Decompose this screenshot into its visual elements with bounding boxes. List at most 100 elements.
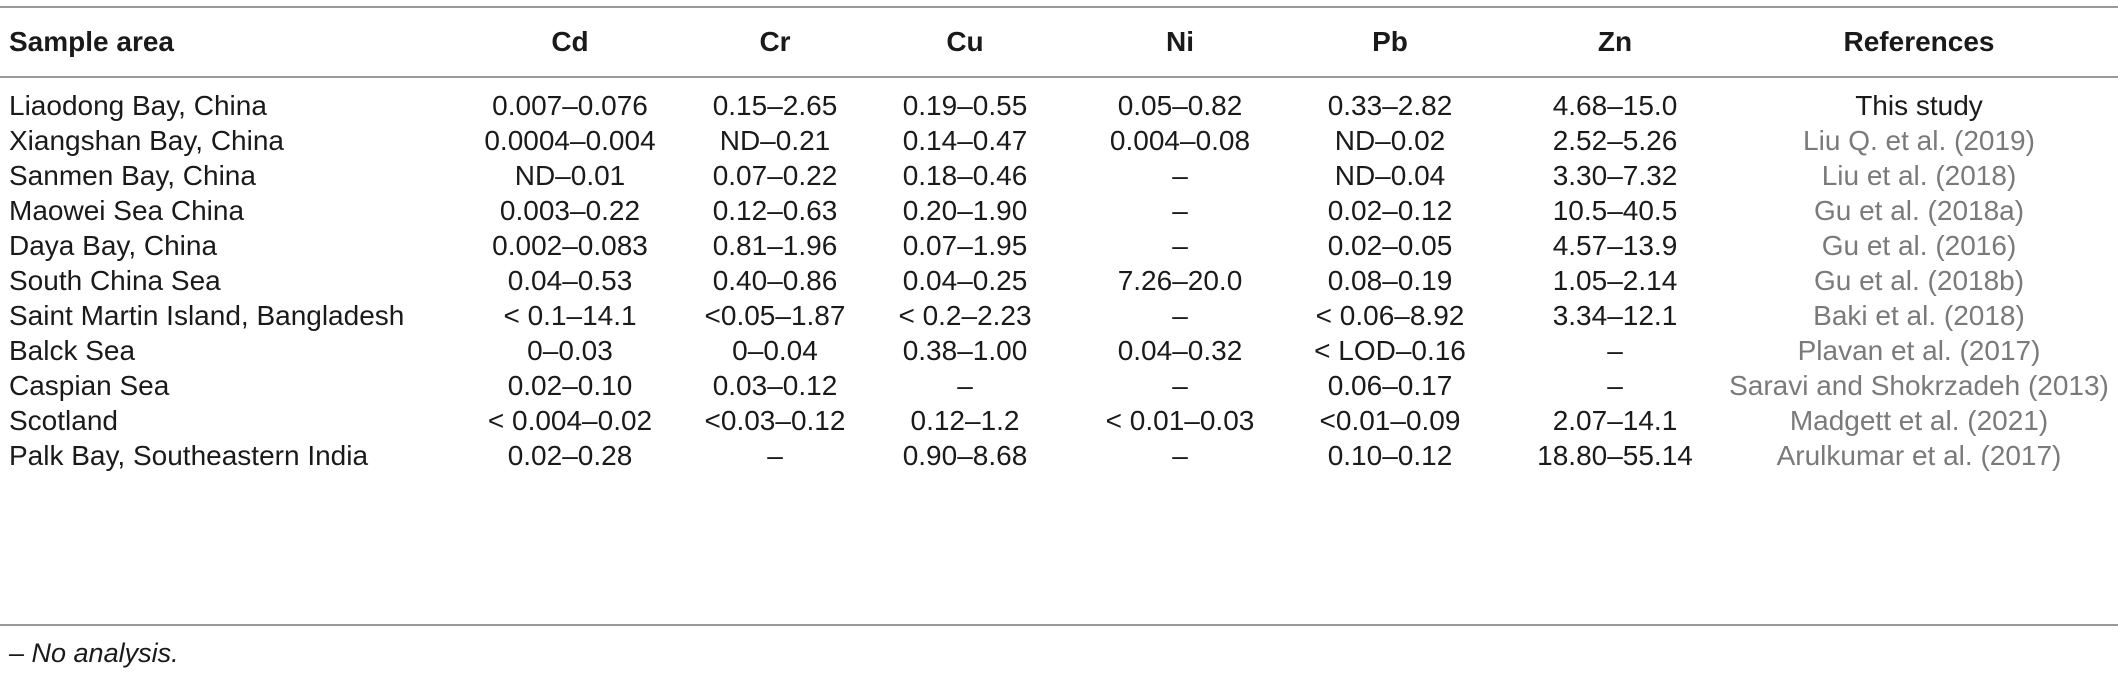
cell-pb: < 0.06–8.92 — [1315, 300, 1465, 331]
cell-cr: 0.40–0.86 — [712, 265, 838, 296]
cell-sample-area: Liaodong Bay, China — [9, 90, 267, 121]
header-references: References — [1843, 26, 1995, 57]
reference-link[interactable]: Liu Q. et al. (2019) — [1803, 125, 2035, 156]
cell-sample-area: Sanmen Bay, China — [9, 160, 256, 191]
table-row: Saint Martin Island, Bangladesh < 0.1–14.… — [0, 292, 2118, 339]
cell-cd: 0.0004–0.004 — [484, 125, 656, 156]
table-header-row: Sample area Cd Cr Cu Ni Pb Zn References — [0, 18, 2118, 65]
cell-zn: – — [1607, 335, 1623, 366]
reference-link[interactable]: Gu et al. (2018b) — [1813, 265, 2025, 296]
header-ni: Ni — [1166, 26, 1194, 57]
cell-zn: 4.68–15.0 — [1552, 90, 1678, 121]
cell-cr: 0.12–0.63 — [712, 195, 838, 226]
cell-cu: 0.14–0.47 — [902, 125, 1028, 156]
reference-link[interactable]: Gu et al. (2018a) — [1813, 195, 2025, 226]
cell-cu: < 0.2–2.23 — [898, 300, 1032, 331]
cell-ni: 7.26–20.0 — [1117, 265, 1243, 296]
cell-zn: 2.52–5.26 — [1552, 125, 1678, 156]
cell-cr: <0.05–1.87 — [704, 300, 846, 331]
header-cd: Cd — [551, 26, 589, 57]
header-sample-area: Sample area — [9, 26, 174, 57]
cell-zn: 1.05–2.14 — [1552, 265, 1678, 296]
reference-link[interactable]: Liu et al. (2018) — [1821, 160, 2017, 191]
cell-ni: – — [1172, 370, 1188, 401]
table-row: South China Sea 0.04–0.53 0.40–0.86 0.04–0.… — [0, 257, 2118, 304]
cell-sample-area: Palk Bay, Southeastern India — [9, 440, 369, 471]
cell-cu: 0.12–1.2 — [910, 405, 1020, 436]
cell-cr: – — [767, 440, 783, 471]
table-row: Maowei Sea China 0.003–0.22 0.12–0.63 0.20–… — [0, 187, 2118, 234]
cell-zn: 10.5–40.5 — [1552, 195, 1678, 226]
table-row: Scotland < 0.004–0.02 <0.03–0.12 0.12–1.2 < … — [0, 397, 2118, 444]
header-cu: Cu — [946, 26, 984, 57]
cell-zn: 18.80–55.14 — [1537, 440, 1693, 471]
cell-cr: 0.15–2.65 — [712, 90, 838, 121]
cell-pb: 0.06–0.17 — [1327, 370, 1453, 401]
table-row: Balck Sea 0–0.03 0–0.04 0.38–1.00 0.04–0.32 <… — [0, 327, 2118, 374]
cell-cd: 0.02–0.28 — [507, 440, 633, 471]
table-row: Liaodong Bay, China 0.007–0.076 0.15–2.65 0… — [0, 82, 2118, 129]
cell-cu: – — [957, 370, 973, 401]
cell-ni: – — [1172, 440, 1188, 471]
cell-cr: <0.03–0.12 — [704, 405, 846, 436]
reference-link[interactable]: Baki et al. (2018) — [1813, 300, 2025, 331]
cell-cd: 0–0.03 — [527, 335, 613, 366]
cell-pb: 0.02–0.05 — [1327, 230, 1453, 261]
reference-link[interactable]: Madgett et al. (2021) — [1789, 405, 2049, 436]
cell-sample-area: Xiangshan Bay, China — [9, 125, 284, 156]
cell-cu: 0.20–1.90 — [902, 195, 1028, 226]
cell-ni: 0.04–0.32 — [1117, 335, 1243, 366]
cell-sample-area: Scotland — [9, 405, 118, 436]
cell-ni: 0.004–0.08 — [1109, 125, 1251, 156]
cell-zn: – — [1607, 370, 1623, 401]
cell-zn: 4.57–13.9 — [1552, 230, 1678, 261]
cell-cr: 0.03–0.12 — [712, 370, 838, 401]
cell-cu: 0.38–1.00 — [902, 335, 1028, 366]
cell-cr: 0.81–1.96 — [712, 230, 838, 261]
cell-cu: 0.07–1.95 — [902, 230, 1028, 261]
cell-ni: < 0.01–0.03 — [1105, 405, 1255, 436]
reference-link[interactable]: Saravi and Shokrzadeh (2013) — [1729, 370, 2109, 401]
cell-sample-area: Caspian Sea — [9, 370, 170, 401]
table-row: Sanmen Bay, China ND–0.01 0.07–0.22 0.18–0.… — [0, 152, 2118, 199]
cell-pb: < LOD–0.16 — [1314, 335, 1466, 366]
cell-cr: ND–0.21 — [719, 125, 831, 156]
cell-ni: – — [1172, 160, 1188, 191]
cell-ni: – — [1172, 195, 1188, 226]
cell-ni: 0.05–0.82 — [1117, 90, 1243, 121]
cell-cu: 0.90–8.68 — [902, 440, 1028, 471]
cell-zn: 3.30–7.32 — [1552, 160, 1678, 191]
cell-sample-area: Balck Sea — [9, 335, 136, 366]
table-row: Daya Bay, China 0.002–0.083 0.81–1.96 0.07–… — [0, 222, 2118, 269]
cell-cd: 0.002–0.083 — [492, 230, 648, 261]
cell-zn: 3.34–12.1 — [1552, 300, 1678, 331]
cell-cu: 0.04–0.25 — [902, 265, 1028, 296]
cell-sample-area: Daya Bay, China — [9, 230, 218, 261]
cell-cd: ND–0.01 — [514, 160, 626, 191]
cell-pb: 0.10–0.12 — [1327, 440, 1453, 471]
table-bottom-rule — [0, 624, 2118, 626]
cell-cd: < 0.1–14.1 — [503, 300, 637, 331]
reference-link[interactable]: Arulkumar et al. (2017) — [1776, 440, 2062, 471]
reference-link[interactable]: Gu et al. (2016) — [1821, 230, 2017, 261]
table-row: Palk Bay, Southeastern India 0.02–0.28 – 0.… — [0, 432, 2118, 479]
cell-cd: 0.04–0.53 — [507, 265, 633, 296]
cell-cd: < 0.004–0.02 — [487, 405, 653, 436]
cell-pb: ND–0.02 — [1334, 125, 1446, 156]
cell-ni: – — [1172, 230, 1188, 261]
cell-sample-area: Maowei Sea China — [9, 195, 245, 226]
cell-cu: 0.18–0.46 — [902, 160, 1028, 191]
header-cr: Cr — [759, 26, 791, 57]
cell-pb: <0.01–0.09 — [1319, 405, 1461, 436]
header-pb: Pb — [1372, 26, 1408, 57]
cell-cr: 0.07–0.22 — [712, 160, 838, 191]
table-row: Xiangshan Bay, China 0.0004–0.004 ND–0.21 0… — [0, 117, 2118, 164]
cell-cu: 0.19–0.55 — [902, 90, 1028, 121]
reference-link[interactable]: Plavan et al. (2017) — [1797, 335, 2041, 366]
cell-pb: 0.33–2.82 — [1327, 90, 1453, 121]
table-top-rule — [0, 6, 2118, 8]
cell-ni: – — [1172, 300, 1188, 331]
table-header-rule — [0, 76, 2118, 78]
cell-pb: ND–0.04 — [1334, 160, 1446, 191]
table-row: Caspian Sea 0.02–0.10 0.03–0.12 – – 0.06–0.17… — [0, 362, 2118, 409]
